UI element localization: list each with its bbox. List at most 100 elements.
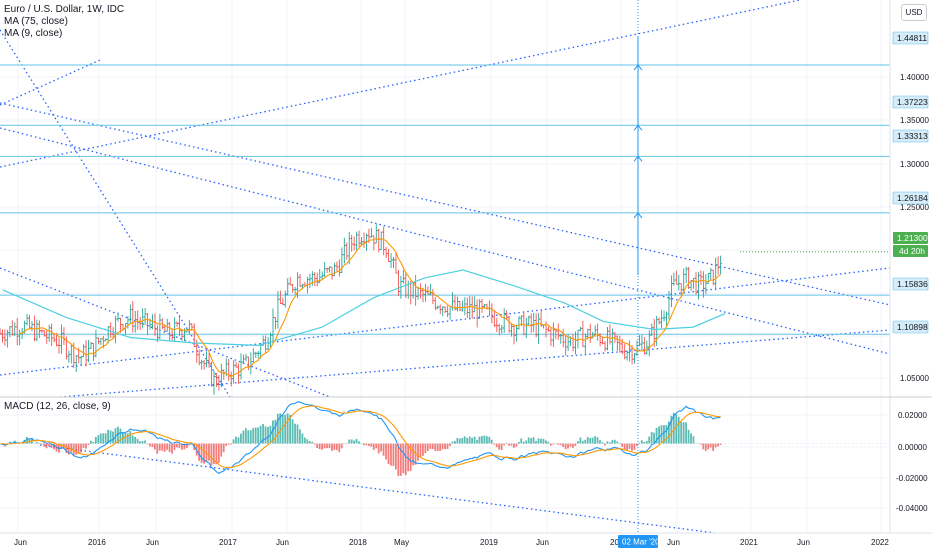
macd-histogram-bar xyxy=(417,443,419,461)
macd-histogram-bar xyxy=(488,436,491,444)
macd-histogram-bar xyxy=(449,443,451,446)
macd-histogram-bar xyxy=(158,443,161,451)
macd-histogram-bar xyxy=(131,435,134,444)
macd-histogram-bar xyxy=(102,433,105,444)
macd-histogram-bar xyxy=(308,441,311,444)
macd-histogram-bar xyxy=(254,427,257,444)
macd-histogram-bar xyxy=(643,441,646,444)
symbol-title[interactable]: Euro / U.S. Dollar, 1W, IDC xyxy=(4,4,125,15)
macd-histogram-bar xyxy=(109,430,112,444)
macd-histogram-bar xyxy=(631,443,633,451)
macd-histogram-bar xyxy=(257,427,260,444)
macd-histogram-bar xyxy=(522,441,525,444)
price-level-label[interactable]: 1.33313 xyxy=(892,129,929,143)
macd-histogram-bar xyxy=(717,443,719,447)
macd-histogram-bar xyxy=(75,443,78,455)
macd-histogram-bar xyxy=(77,443,80,454)
macd-histogram-bar xyxy=(503,443,505,446)
macd-histogram-bar xyxy=(584,439,587,444)
time-label: 20 xyxy=(610,538,619,547)
macd-histogram-bar xyxy=(537,438,540,444)
macd-histogram-bar xyxy=(267,426,269,444)
macd-histogram-bar xyxy=(289,414,292,444)
ma75-legend[interactable]: MA (75, close) xyxy=(4,16,68,27)
arrow-head xyxy=(633,64,643,71)
macd-histogram-bar xyxy=(517,441,520,444)
currency-button[interactable]: USD xyxy=(901,4,927,21)
trend-lines[interactable] xyxy=(0,0,891,534)
ma9-legend[interactable]: MA (9, close) xyxy=(4,28,63,39)
macd-title[interactable]: MACD (12, 26, close, 9) xyxy=(4,401,111,412)
ma9-line xyxy=(19,237,721,378)
macd-histogram-bar xyxy=(458,438,461,444)
target-arrows[interactable] xyxy=(633,36,643,275)
macd-histogram-bar xyxy=(48,443,50,447)
macd-histogram-bar xyxy=(89,440,92,444)
trend-line xyxy=(59,329,891,398)
macd-histogram-bar xyxy=(429,443,432,449)
macd-histogram-bar xyxy=(392,443,395,467)
macd-histogram-bar xyxy=(667,421,670,444)
macd-histogram-bar xyxy=(208,443,210,461)
macd-histogram-bar xyxy=(451,441,454,444)
macd-histogram-bar xyxy=(596,437,599,444)
macd-histogram-bar xyxy=(348,439,351,444)
macd-histogram-bar xyxy=(665,425,668,444)
countdown-label: 4d 20h xyxy=(893,245,928,257)
macd-histogram-bar xyxy=(407,443,410,472)
macd-histogram-bar xyxy=(72,443,75,456)
macd-histogram-bar xyxy=(402,443,405,474)
macd-histogram-bar xyxy=(171,443,173,454)
macd-histogram-bar xyxy=(426,443,429,452)
horizontal-levels[interactable] xyxy=(0,64,890,335)
macd-histogram-bar xyxy=(60,443,63,450)
price-tick: 1.30000 xyxy=(900,160,929,169)
macd-histogram-bar xyxy=(394,443,397,470)
time-label: 2021 xyxy=(740,538,758,547)
macd-histogram-bar xyxy=(235,436,237,444)
macd-histogram-bar xyxy=(365,443,368,446)
macd-histogram-bar xyxy=(70,443,73,453)
macd-tick: 0.00000 xyxy=(898,443,927,452)
macd-histogram-bar xyxy=(220,443,223,457)
macd-histogram-bar xyxy=(129,431,132,444)
macd-histogram-bar xyxy=(468,436,471,444)
macd-histogram-bar xyxy=(591,437,594,444)
macd-histogram-bar xyxy=(638,442,641,444)
macd-histogram-bar xyxy=(166,443,169,450)
macd-histogram-bar xyxy=(146,443,149,445)
macd-histogram-bar xyxy=(107,429,110,444)
macd-histogram-bar xyxy=(436,443,439,451)
time-label: May xyxy=(394,538,409,547)
macd-histogram-bar xyxy=(473,436,476,444)
macd-histogram-bar xyxy=(461,437,464,444)
macd-histogram-bar xyxy=(377,443,380,454)
macd-histogram-bar xyxy=(608,442,611,444)
price-level-label[interactable]: 1.15836 xyxy=(892,277,929,291)
macd-histogram-bar xyxy=(471,437,474,444)
macd-histogram-bar xyxy=(45,443,48,449)
price-level-label[interactable]: 1.26184 xyxy=(892,191,929,205)
macd-histogram-bar xyxy=(557,443,560,445)
macd-histogram-bar xyxy=(707,443,710,450)
price-level-label[interactable]: 1.10898 xyxy=(892,320,929,334)
main-legend[interactable]: Euro / U.S. Dollar, 1W, IDC MA (75, clos… xyxy=(4,4,124,40)
price-level-label[interactable]: 1.37223 xyxy=(892,95,929,109)
macd-histogram-bar xyxy=(291,419,294,444)
macd-legend[interactable]: MACD (12, 26, close, 9) xyxy=(4,401,111,413)
macd-histogram-bar xyxy=(670,415,673,444)
macd-histogram-bar xyxy=(672,412,675,444)
macd-histogram-bar xyxy=(500,443,503,451)
macd-histogram-bar xyxy=(210,443,213,466)
macd-histogram-bar xyxy=(340,443,343,449)
macd-histogram-bar xyxy=(50,443,53,448)
price-level-label[interactable]: 1.44811 xyxy=(892,31,929,45)
macd-histogram-bar xyxy=(658,426,660,444)
macd-histogram-bar xyxy=(249,430,252,444)
macd-histogram-bar xyxy=(281,415,284,444)
macd-histogram-bar xyxy=(264,426,267,444)
macd-histogram-bar xyxy=(294,423,296,444)
macd-histogram-bar xyxy=(618,443,621,444)
